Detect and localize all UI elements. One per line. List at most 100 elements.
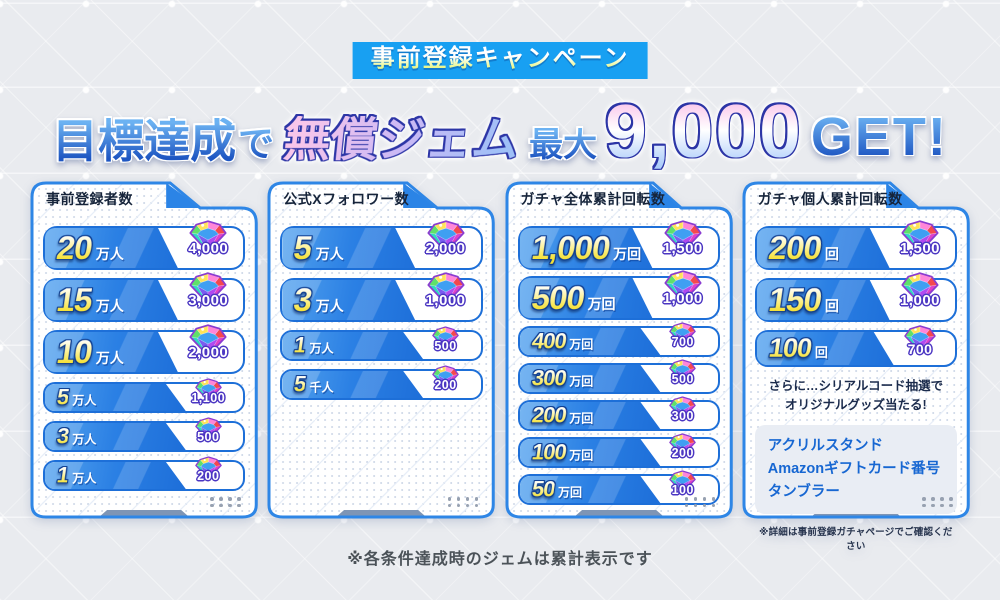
gem-reward-amount: 3,000 — [188, 292, 229, 309]
gem-reward-amount: 1,500 — [662, 240, 703, 257]
gem-reward: 4,000 — [179, 220, 237, 256]
tier-blue-fill — [45, 280, 178, 320]
reward-tier-row: 200 回 1,500 — [754, 226, 957, 270]
tier-threshold-unit: 万人 — [72, 471, 97, 486]
serial-code-lottery-text: さらに…シリアルコード抽選で オリジナルグッズ当たる! — [768, 379, 944, 413]
tier-blue-fill — [45, 462, 186, 489]
reward-tier-row: 1 万人 500 — [280, 330, 483, 361]
tier-threshold-unit: 万回 — [587, 295, 616, 312]
card-gacha-total-spins: ガチャ全体累計回転数 1,000 万回 1,500 500 万回 1,000 4… — [505, 180, 733, 520]
tier-blue-fill — [756, 332, 894, 365]
gem-reward-amount: 200 — [434, 378, 457, 392]
card-content: 20 万人 4,000 15 万人 3,000 10 万人 2,000 5 — [43, 226, 246, 506]
gem-reward-amount: 4,000 — [188, 240, 229, 257]
title-get-text: GET! — [810, 107, 948, 167]
tier-threshold: 3 万人 — [55, 423, 96, 448]
tier-blue-fill — [519, 476, 661, 503]
reward-tier-row: 20 万人 4,000 — [43, 226, 246, 270]
tier-threshold-unit: 万人 — [72, 393, 97, 408]
gem-reward-amount: 1,100 — [191, 391, 226, 405]
card-x-followers: 公式Xフォロワー数 5 万人 2,000 3 万人 1,000 1 万人 — [267, 180, 495, 520]
gem-reward: 1,000 — [417, 272, 475, 308]
gem-reward: 2,000 — [179, 324, 237, 360]
tier-threshold: 3 万人 — [292, 281, 344, 318]
reward-tier-row: 3 万人 500 — [43, 421, 246, 452]
tier-blue-fill — [519, 365, 661, 392]
campaign-banner-label: 事前登録キャンペーン — [370, 45, 630, 72]
reward-tier-row: 400 万回 700 — [517, 326, 720, 357]
gem-reward: 100 — [654, 470, 712, 497]
tier-threshold: 200 万回 — [530, 402, 593, 427]
tier-threshold-unit: 回 — [824, 297, 839, 314]
tier-threshold-value: 1,000 — [528, 228, 612, 266]
gem-reward-amount: 1,000 — [425, 292, 466, 309]
tier-threshold-value: 1 — [292, 332, 308, 358]
tier-threshold: 15 万人 — [54, 280, 123, 318]
gem-reward-amount: 500 — [434, 339, 457, 353]
reward-tier-row: 100 万回 200 — [517, 437, 720, 468]
main-title: 目標達成 で 無償ジェム 最大 9,000 GET! — [0, 84, 1000, 169]
tier-threshold: 500 万回 — [528, 278, 616, 316]
reward-tier-row: 50 万回 100 — [517, 474, 720, 505]
tier-threshold: 200 回 — [766, 229, 839, 266]
gem-reward: 700 — [891, 325, 949, 356]
tier-threshold-value: 50 — [529, 476, 556, 502]
tier-threshold: 10 万人 — [54, 333, 124, 370]
tier-blue-fill — [45, 332, 178, 372]
tier-threshold-value: 5 — [55, 384, 71, 410]
reward-tier-row: 5 万人 1,100 — [43, 382, 246, 413]
tier-threshold-value: 150 — [766, 280, 824, 318]
reward-tier-row: 15 万人 3,000 — [43, 278, 246, 322]
gem-reward-amount: 300 — [671, 409, 694, 423]
footer-disclaimer: ※各条件達成時のジェムは累計表示です — [347, 551, 653, 568]
tier-threshold: 100 回 — [766, 332, 828, 363]
tier-threshold: 20 万人 — [54, 229, 123, 266]
card-content: 1,000 万回 1,500 500 万回 1,000 400 万回 700 3… — [517, 226, 720, 506]
gem-reward: 500 — [179, 417, 237, 444]
gem-reward: 1,000 — [654, 270, 712, 306]
tier-blue-fill — [519, 328, 661, 355]
tier-threshold-value: 500 — [528, 278, 587, 316]
tier-blue-fill — [519, 228, 653, 268]
gem-reward: 1,500 — [891, 220, 949, 256]
reward-tier-row: 5 万人 2,000 — [280, 226, 483, 270]
tier-threshold-unit: 万人 — [95, 349, 124, 366]
tier-threshold-value: 100 — [766, 332, 813, 363]
tier-threshold: 100 万回 — [530, 439, 594, 464]
title-gem-amount: 9,000 — [605, 89, 803, 173]
tier-threshold-unit: 万回 — [613, 245, 642, 262]
campaign-banner: 事前登録キャンペーン — [352, 42, 648, 79]
gem-reward: 200 — [179, 456, 237, 483]
details-note: ※詳細は事前登録ガチャページでご確認ください — [759, 527, 953, 553]
tier-threshold: 150 回 — [766, 280, 839, 318]
reward-tier-row: 1 万人 200 — [43, 460, 246, 491]
gem-reward: 1,100 — [179, 378, 237, 405]
gem-reward-amount: 1,000 — [662, 290, 703, 307]
gem-reward-amount: 2,000 — [188, 344, 229, 361]
reward-tier-row: 200 万回 300 — [517, 400, 720, 431]
tier-blue-fill — [756, 228, 890, 268]
reward-tier-row: 10 万人 2,000 — [43, 330, 246, 374]
dots-decoration — [922, 497, 953, 507]
tier-threshold: 5 万人 — [291, 228, 344, 266]
tier-list: 1,000 万回 1,500 500 万回 1,000 400 万回 700 3… — [517, 226, 720, 505]
gem-reward-amount: 1,500 — [899, 240, 941, 257]
tier-blue-fill — [519, 402, 661, 429]
tier-blue-fill — [519, 439, 661, 466]
tier-blue-fill — [756, 280, 890, 320]
tier-threshold-value: 400 — [529, 328, 568, 354]
tier-threshold-value: 5 — [291, 228, 315, 266]
gem-reward: 300 — [654, 396, 712, 423]
card-title: 事前登録者数 — [46, 191, 133, 207]
card-content: 5 万人 2,000 3 万人 1,000 1 万人 500 5 千人 — [280, 226, 483, 506]
gem-reward: 500 — [417, 326, 475, 353]
tier-threshold: 300 万回 — [530, 365, 593, 390]
tier-list: 5 万人 2,000 3 万人 1,000 1 万人 500 5 千人 — [280, 226, 483, 400]
gem-reward-amount: 700 — [671, 335, 694, 349]
card-gacha-personal-spins: ガチャ個人累計回転数 200 回 1,500 150 回 1,000 100 回 — [742, 180, 970, 552]
tier-threshold: 400 万回 — [529, 328, 593, 354]
tier-blue-fill — [282, 371, 424, 398]
reward-tier-row: 500 万回 1,000 — [517, 276, 720, 320]
tier-threshold-value: 15 — [54, 280, 95, 318]
tier-threshold-unit: 万回 — [569, 448, 594, 463]
